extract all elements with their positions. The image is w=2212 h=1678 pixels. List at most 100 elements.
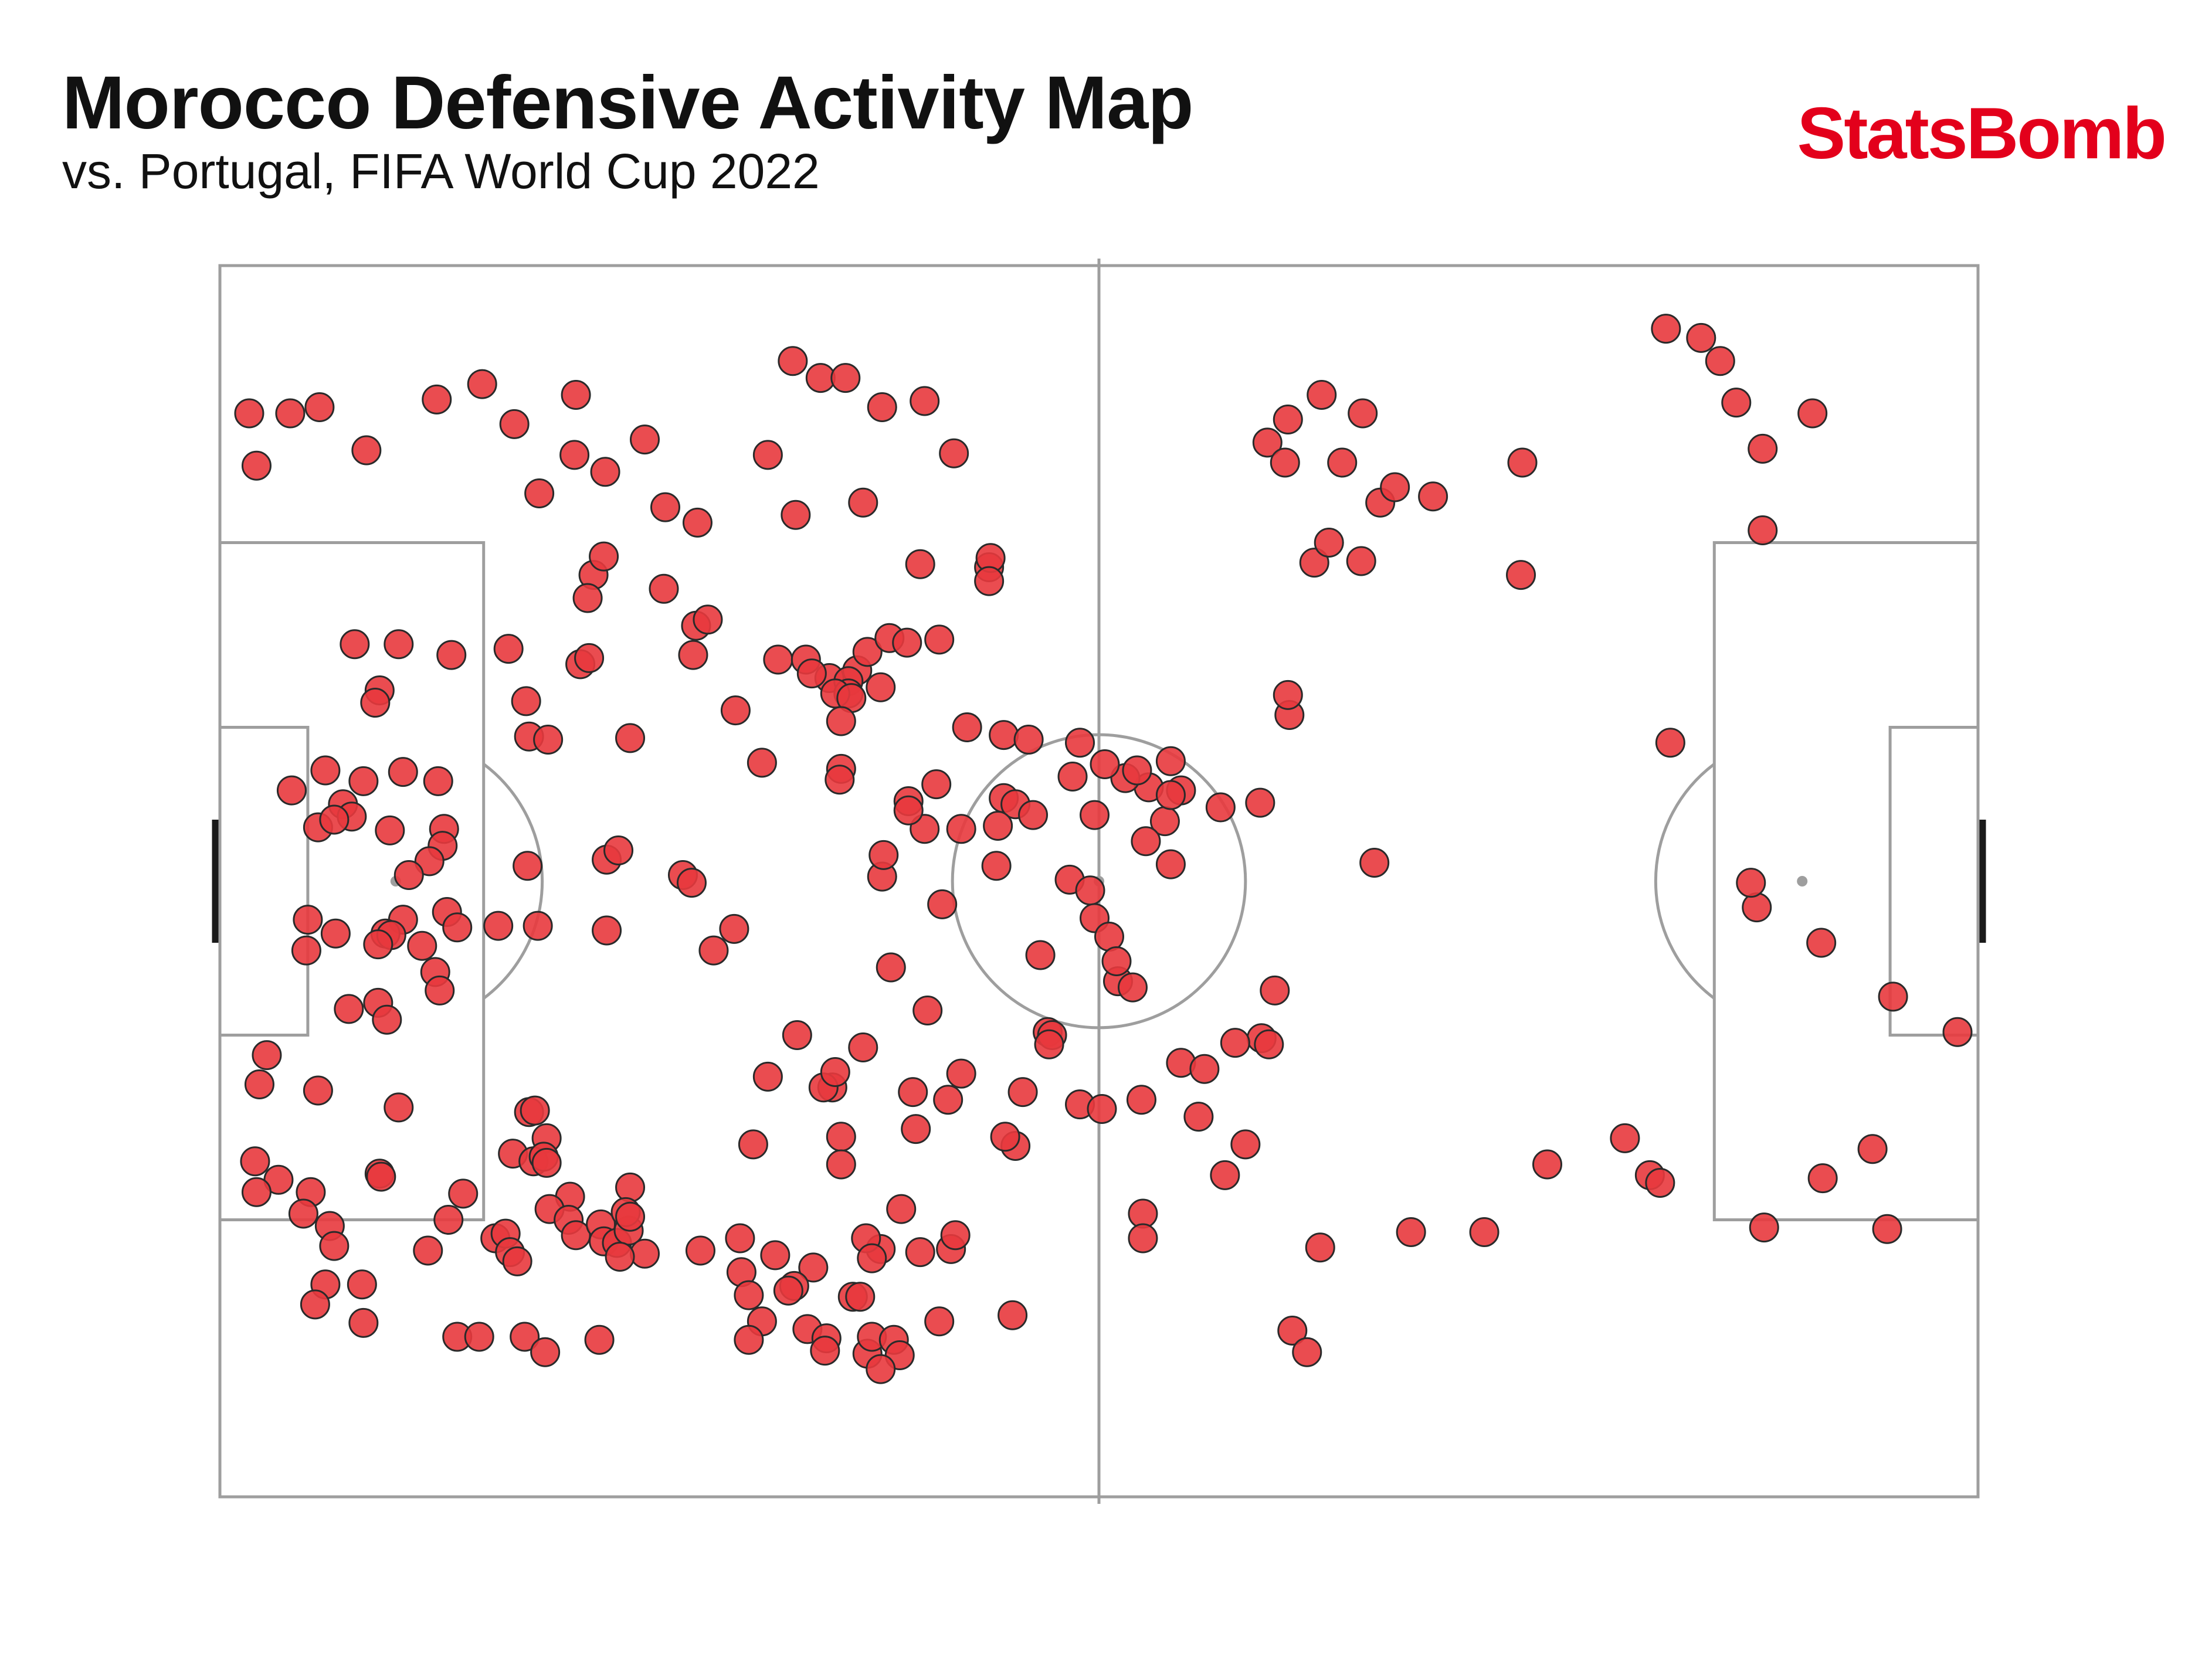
defensive-action-point bbox=[1122, 755, 1152, 786]
defensive-action-point bbox=[852, 637, 883, 667]
defensive-action-point bbox=[868, 840, 899, 870]
left-six-yard-box bbox=[218, 726, 310, 1037]
defensive-action-point bbox=[1418, 481, 1448, 512]
defensive-action-point bbox=[720, 695, 751, 726]
defensive-action-point bbox=[589, 541, 619, 572]
defensive-action-point bbox=[530, 1337, 561, 1367]
defensive-action-point bbox=[1380, 472, 1410, 502]
defensive-action-point bbox=[384, 1092, 414, 1123]
defensive-action-point bbox=[1018, 800, 1049, 830]
defensive-action-point bbox=[912, 996, 943, 1025]
defensive-action-point bbox=[1013, 725, 1044, 755]
defensive-action-point bbox=[1807, 1163, 1838, 1194]
defensive-action-point bbox=[1748, 515, 1778, 545]
defensive-action-point bbox=[825, 765, 855, 795]
defensive-action-point bbox=[998, 1300, 1028, 1330]
defensive-action-point bbox=[1065, 728, 1095, 758]
defensive-action-point bbox=[905, 549, 935, 579]
defensive-action-point bbox=[1155, 746, 1186, 776]
defensive-action-point bbox=[826, 1122, 856, 1152]
defensive-action-point bbox=[422, 384, 452, 415]
defensive-action-point bbox=[483, 911, 514, 941]
defensive-action-point bbox=[241, 1177, 272, 1207]
defensive-action-point bbox=[946, 1058, 976, 1089]
defensive-action-point bbox=[291, 935, 321, 966]
defensive-action-point bbox=[1183, 1102, 1214, 1132]
defensive-action-point bbox=[830, 363, 861, 393]
defensive-action-point bbox=[886, 1194, 917, 1224]
left-penalty-arc bbox=[483, 763, 544, 1000]
defensive-action-point bbox=[630, 1238, 660, 1269]
defensive-action-point bbox=[1721, 388, 1752, 418]
defensive-action-point bbox=[1396, 1217, 1426, 1247]
defensive-action-point bbox=[304, 392, 335, 422]
defensive-action-point bbox=[1007, 1077, 1038, 1108]
defensive-action-point bbox=[845, 1282, 876, 1312]
defensive-action-point bbox=[348, 766, 379, 796]
defensive-action-point bbox=[1878, 981, 1908, 1012]
defensive-action-point bbox=[924, 1306, 955, 1337]
defensive-action-point bbox=[678, 640, 708, 670]
defensive-action-point bbox=[1155, 849, 1186, 879]
defensive-action-point bbox=[952, 712, 982, 742]
defensive-action-point bbox=[574, 643, 605, 673]
defensive-action-point bbox=[513, 851, 543, 881]
defensive-action-point bbox=[1273, 405, 1303, 434]
defensive-action-point bbox=[360, 688, 391, 718]
defensive-action-point bbox=[520, 1095, 550, 1126]
defensive-action-point bbox=[300, 1289, 330, 1320]
defensive-action-point bbox=[442, 912, 473, 943]
defensive-action-point bbox=[1806, 928, 1837, 958]
defensive-action-point bbox=[974, 566, 1005, 596]
defensive-action-point bbox=[407, 930, 437, 961]
defensive-action-point bbox=[275, 398, 306, 429]
defensive-action-point bbox=[760, 1240, 791, 1271]
defensive-action-point bbox=[747, 748, 777, 778]
defensive-action-point bbox=[524, 478, 555, 508]
defensive-action-point bbox=[990, 1122, 1020, 1152]
defensive-action-point bbox=[1220, 1028, 1250, 1058]
defensive-action-point bbox=[1260, 975, 1290, 1006]
defensive-action-point bbox=[319, 804, 350, 835]
defensive-action-point bbox=[719, 913, 749, 944]
defensive-action-point bbox=[351, 435, 382, 466]
defensive-action-point bbox=[752, 440, 783, 470]
defensive-action-point bbox=[910, 386, 940, 416]
defensive-action-point bbox=[372, 1004, 402, 1035]
defensive-action-point bbox=[1094, 922, 1124, 952]
defensive-action-point bbox=[901, 1114, 931, 1144]
defensive-action-point bbox=[244, 1069, 274, 1099]
defensive-action-point bbox=[820, 1057, 850, 1087]
defensive-action-point bbox=[939, 438, 969, 468]
defensive-action-point bbox=[905, 1237, 935, 1268]
defensive-action-point bbox=[921, 769, 952, 800]
defensive-action-point bbox=[1314, 528, 1344, 558]
defensive-action-point bbox=[531, 1147, 562, 1178]
defensive-action-point bbox=[493, 634, 524, 664]
defensive-action-point bbox=[1080, 800, 1110, 830]
defensive-action-point bbox=[698, 935, 729, 966]
defensive-action-point bbox=[413, 1235, 443, 1266]
defensive-action-point bbox=[867, 392, 897, 422]
defensive-action-point bbox=[1645, 1168, 1675, 1198]
defensive-action-point bbox=[933, 1085, 963, 1115]
defensive-action-point bbox=[981, 851, 1012, 881]
defensive-action-point bbox=[448, 1178, 479, 1209]
defensive-action-point bbox=[1348, 398, 1378, 429]
defensive-action-point bbox=[1346, 546, 1376, 576]
defensive-action-point bbox=[1189, 1054, 1220, 1084]
defensive-action-point bbox=[384, 629, 414, 660]
statsbomb-logo: StatsBomb bbox=[1797, 93, 2167, 174]
defensive-action-point bbox=[1155, 780, 1186, 810]
defensive-action-point bbox=[826, 706, 856, 736]
defensive-action-point bbox=[781, 500, 811, 530]
defensive-action-point bbox=[682, 507, 713, 538]
defensive-action-point bbox=[464, 1322, 494, 1352]
defensive-action-point bbox=[1277, 1316, 1308, 1346]
defensive-action-point bbox=[1057, 762, 1088, 792]
defensive-action-point bbox=[375, 815, 405, 845]
defensive-action-point bbox=[1506, 560, 1536, 590]
defensive-action-point bbox=[561, 1220, 591, 1251]
defensive-action-point bbox=[436, 640, 467, 670]
